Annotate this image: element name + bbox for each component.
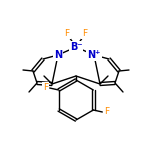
Text: N: N: [54, 50, 62, 60]
Text: F: F: [104, 107, 109, 116]
Text: N⁺: N⁺: [87, 50, 101, 60]
Text: B⁻: B⁻: [70, 42, 82, 52]
Text: F: F: [64, 29, 70, 38]
Text: F: F: [43, 83, 48, 93]
Text: F: F: [82, 29, 88, 38]
